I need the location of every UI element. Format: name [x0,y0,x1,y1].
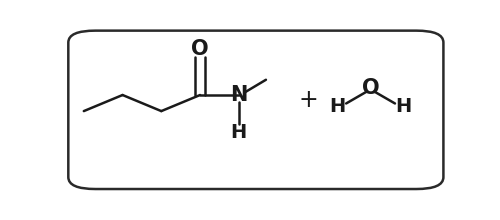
FancyBboxPatch shape [68,31,444,189]
Text: O: O [362,78,380,98]
Text: +: + [298,88,318,112]
Text: H: H [330,97,346,116]
Text: H: H [230,123,247,142]
Text: H: H [396,97,411,116]
Text: O: O [191,39,209,59]
Text: N: N [230,85,248,105]
